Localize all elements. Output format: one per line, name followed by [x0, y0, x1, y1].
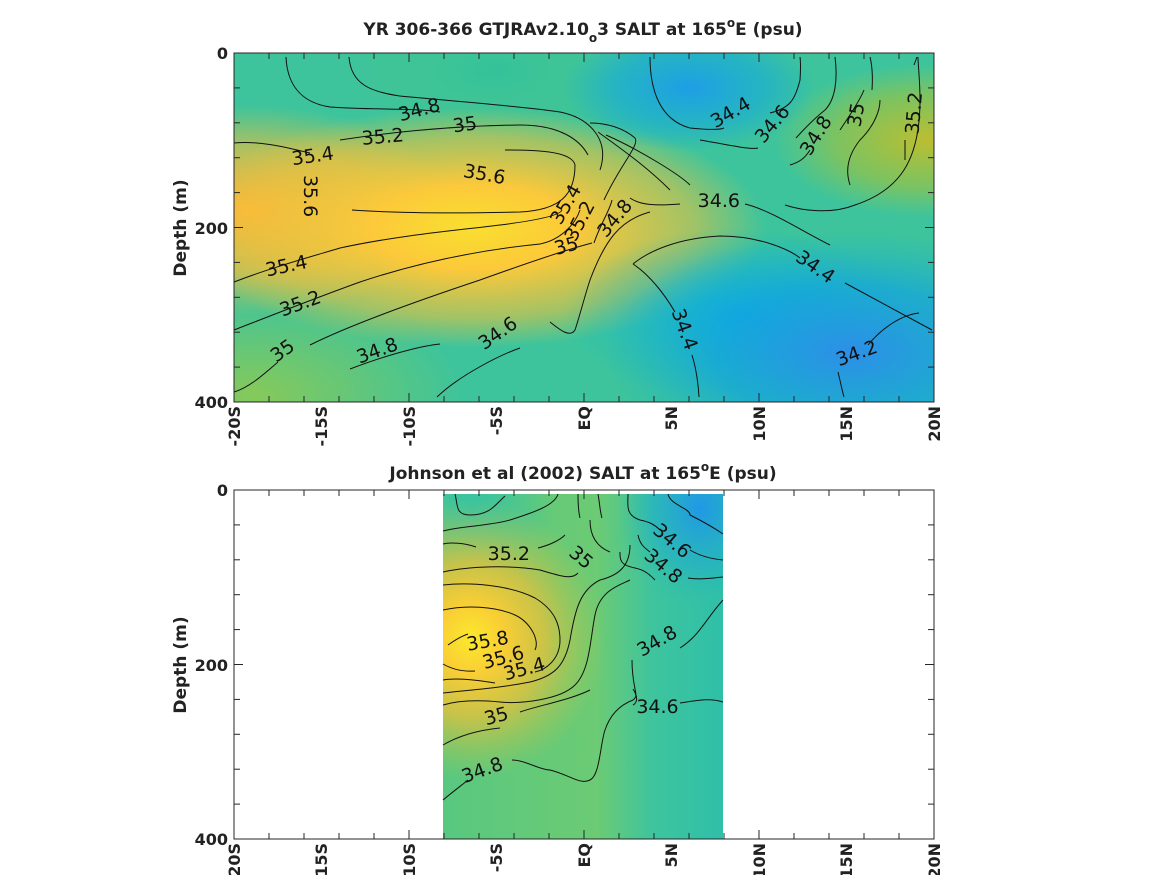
x-tick-label: 20N [925, 406, 944, 442]
contour-label: 35 [451, 112, 478, 137]
contour-label: 35.2 [361, 124, 405, 150]
x-tick-label: -15S [312, 406, 331, 446]
x-tick-label: 20N [925, 843, 944, 875]
contour-lines-1 [233, 56, 933, 398]
contour-label: 34.6 [698, 190, 740, 212]
y-tick-label: 200 [195, 219, 228, 238]
x-tick-label: 15N [837, 843, 856, 875]
contour-label: 34.6 [636, 696, 678, 718]
x-tick-label: 10N [750, 843, 769, 875]
chart-title-1: YR 306-366 GTJRAv2.10o3 SALT at 165oE (p… [362, 16, 802, 45]
contour-label: 35 [844, 101, 870, 129]
y-tick-label: 200 [195, 656, 228, 675]
colour-field-1 [234, 53, 934, 402]
x-tick-label: -5S [487, 843, 506, 872]
tick-marks-1 [233, 52, 935, 403]
contour-label: 35.2 [901, 91, 927, 135]
y-axis-label-2: Depth (m) [171, 616, 191, 713]
panel-2: 35.2 35 34.634.835.835.635.434.834.63534.8… [171, 460, 944, 875]
x-tick-labels-1: -20S -15S -10S -5S EQ 5N 10N 15N 20N [225, 406, 944, 446]
x-tick-label: EQ [575, 843, 594, 868]
x-tick-label: 5N [662, 406, 681, 431]
x-tick-label: -10S [400, 843, 419, 875]
x-tick-label: -15S [312, 843, 331, 875]
x-tick-label: 5N [662, 843, 681, 868]
x-tick-label: 10N [750, 406, 769, 442]
tick-marks-2 [233, 489, 935, 840]
chart-title-2: Johnson et al (2002) SALT at 165oE (psu) [388, 460, 776, 484]
y-axis-label-1: Depth (m) [171, 179, 191, 276]
y-tick-label: 400 [195, 393, 228, 412]
contour-label: 35.2 [488, 543, 530, 565]
y-tick-label: 0 [217, 44, 228, 63]
contour-lines-2 [442, 493, 724, 801]
x-tick-label: -20S [225, 843, 244, 875]
y-tick-label: 0 [217, 481, 228, 500]
x-tick-label: -20S [225, 406, 244, 446]
x-tick-label: -10S [400, 406, 419, 446]
y-tick-labels-2: 0 200 400 [195, 481, 228, 849]
x-tick-labels-2: -20S -15S -10S -5S EQ 5N 10N 15N 20N [225, 843, 944, 875]
x-tick-label: 15N [837, 406, 856, 442]
y-tick-labels-1: 0 200 400 [195, 44, 228, 412]
x-tick-label: EQ [575, 406, 594, 431]
y-tick-label: 400 [195, 830, 228, 849]
x-tick-label: -5S [487, 406, 506, 435]
contour-label: 35.6 [299, 175, 321, 217]
